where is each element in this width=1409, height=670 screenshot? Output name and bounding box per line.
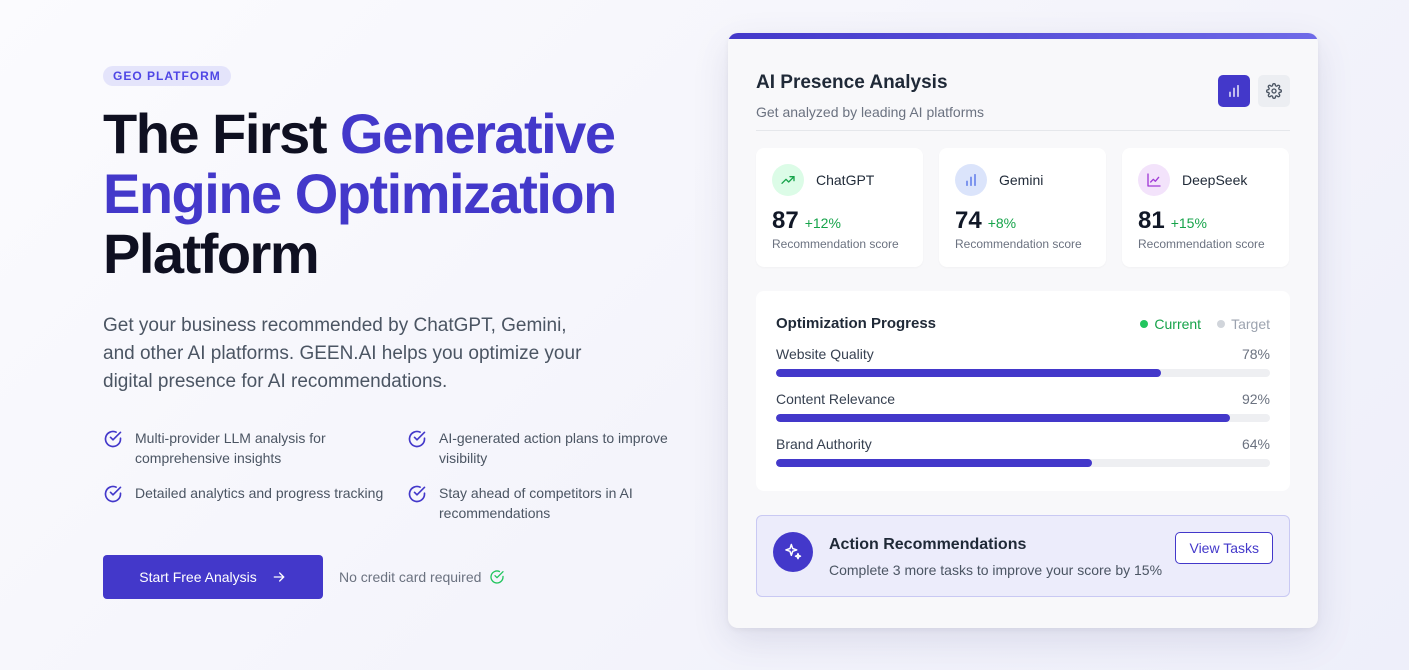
progress-track [776, 414, 1270, 422]
provider-name: DeepSeek [1182, 172, 1248, 188]
view-tasks-button[interactable]: View Tasks [1175, 532, 1273, 564]
feature-text: Stay ahead of competitors in AI recommen… [439, 485, 633, 521]
headline-accent: Generative Engine Optimization [103, 102, 617, 225]
progress-percent: 78% [1241, 346, 1270, 362]
recommendations-text: Complete 3 more tasks to improve your sc… [829, 562, 1163, 578]
no-credit-card-note: No credit card required [339, 569, 505, 585]
progress-fill [776, 369, 1162, 377]
platform-badge: GEO PLATFORM [103, 66, 231, 86]
bar-chart-icon [1229, 85, 1239, 97]
hero-section: GEO PLATFORM The First Generative Engine… [103, 66, 703, 599]
feature-item: Stay ahead of competitors in AI recommen… [407, 483, 697, 523]
provider-name: ChatGPT [816, 172, 875, 188]
recommendations-title: Action Recommendations [829, 536, 1027, 553]
action-recommendations-panel: Action Recommendations Complete 3 more t… [756, 515, 1290, 597]
card-subtitle: Get analyzed by leading AI platforms [756, 104, 985, 120]
headline-plain: The First [103, 102, 341, 165]
analytics-button[interactable] [1218, 75, 1250, 107]
progress-row-brand-authority: Brand Authority 64% [776, 436, 1270, 467]
hero-headline: The First Generative Engine Optimization… [103, 104, 703, 284]
check-circle-icon [104, 430, 122, 448]
progress-label: Brand Authority [776, 436, 872, 452]
ai-presence-card: AI Presence Analysis Get analyzed by lea… [728, 33, 1318, 628]
check-circle-icon [408, 485, 426, 503]
headline-end: Platform [103, 222, 320, 285]
gear-icon [1266, 83, 1282, 99]
provider-card-gemini: Gemini 74 +8% Recommendation score [939, 148, 1106, 267]
progress-label: Website Quality [776, 346, 874, 362]
card-accent-bar [728, 33, 1318, 39]
bar-chart-icon [955, 164, 987, 196]
feature-list: Multi-provider LLM analysis for comprehe… [103, 428, 703, 523]
feature-item: Detailed analytics and progress tracking [103, 483, 407, 523]
provider-delta: +8% [987, 215, 1017, 231]
feature-text: AI-generated action plans to improve vis… [439, 430, 668, 466]
feature-text: Detailed analytics and progress tracking [135, 485, 384, 501]
progress-track [776, 369, 1270, 377]
progress-percent: 64% [1241, 436, 1270, 452]
cta-label: Start Free Analysis [139, 569, 257, 585]
progress-track [776, 459, 1270, 467]
progress-legend: Current Target [1140, 316, 1270, 332]
provider-score: 74 [955, 207, 982, 234]
hero-lead: Get your business recommended by ChatGPT… [103, 315, 582, 392]
cta-row: Start Free Analysis No credit card requi… [103, 555, 703, 599]
card-title: AI Presence Analysis [756, 72, 948, 93]
feature-item: Multi-provider LLM analysis for comprehe… [103, 428, 407, 468]
settings-button[interactable] [1258, 75, 1290, 107]
check-circle-icon [490, 570, 505, 584]
provider-card-chatgpt: ChatGPT 87 +12% Recommendation score [756, 148, 923, 267]
provider-score-label: Recommendation score [772, 237, 899, 251]
provider-name: Gemini [999, 172, 1044, 188]
progress-label: Content Relevance [776, 391, 896, 407]
sparkles-icon [773, 532, 813, 572]
check-circle-icon [104, 485, 122, 503]
start-free-analysis-button[interactable]: Start Free Analysis [103, 555, 323, 599]
check-circle-icon [408, 430, 426, 448]
progress-row-website-quality: Website Quality 78% [776, 346, 1270, 377]
legend-target: Target [1217, 316, 1270, 332]
provider-scores: ChatGPT 87 +12% Recommendation score Gem… [756, 148, 1290, 267]
optimization-progress-panel: Optimization Progress Current Target Web… [756, 291, 1290, 491]
progress-row-content-relevance: Content Relevance 92% [776, 391, 1270, 422]
feature-item: AI-generated action plans to improve vis… [407, 428, 697, 468]
feature-text: Multi-provider LLM analysis for comprehe… [135, 430, 326, 466]
provider-score: 81 [1138, 207, 1165, 234]
provider-delta: +12% [804, 215, 841, 231]
progress-fill [776, 459, 1093, 467]
provider-score: 87 [772, 207, 799, 234]
line-chart-icon [1138, 164, 1170, 196]
provider-score-label: Recommendation score [1138, 237, 1265, 251]
legend-current: Current [1140, 316, 1201, 332]
arrow-right-icon [273, 572, 285, 582]
progress-percent: 92% [1241, 391, 1270, 407]
trending-up-icon [772, 164, 804, 196]
no-credit-card-text: No credit card required [339, 569, 482, 585]
provider-delta: +15% [1170, 215, 1207, 231]
provider-score-label: Recommendation score [955, 237, 1082, 251]
progress-title: Optimization Progress [776, 315, 937, 332]
provider-card-deepseek: DeepSeek 81 +15% Recommendation score [1122, 148, 1289, 267]
progress-fill [776, 414, 1231, 422]
card-header: AI Presence Analysis Get analyzed by lea… [756, 39, 1290, 131]
